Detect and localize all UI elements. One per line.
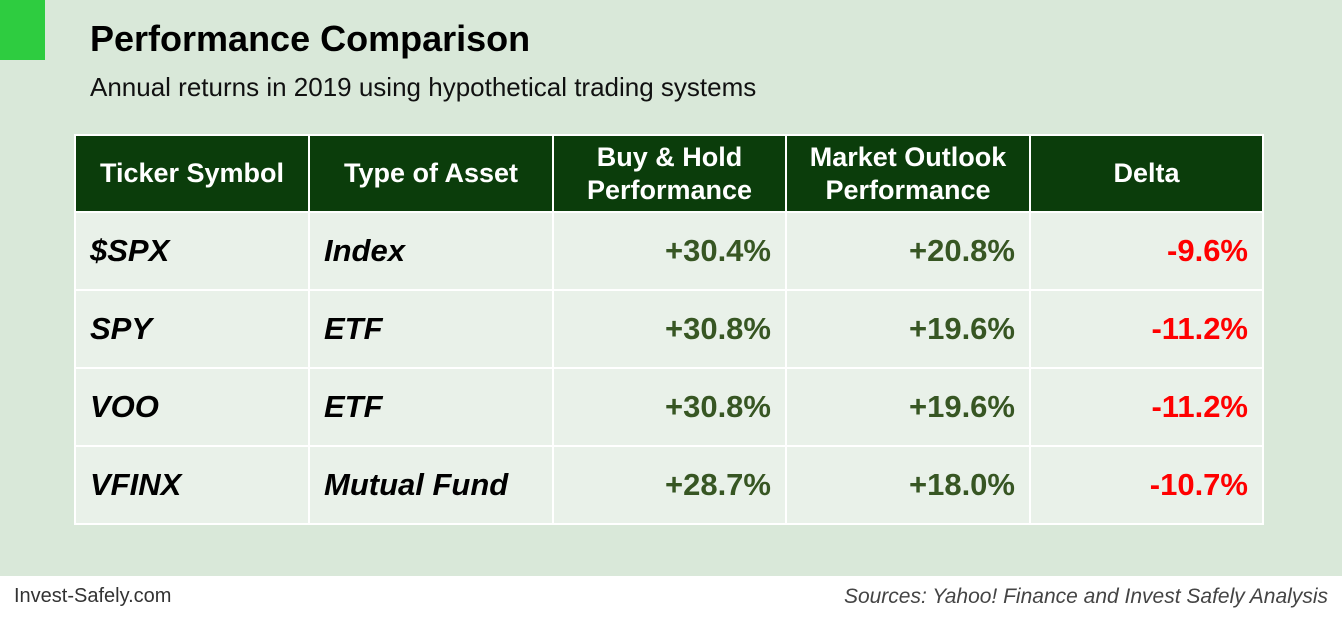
- column-header: Delta: [1029, 134, 1264, 213]
- accent-bar: [0, 0, 45, 60]
- buy-hold-cell: +30.4%: [552, 211, 787, 291]
- performance-table: Ticker Symbol Type of Asset Buy & Hold Pe…: [74, 134, 1264, 525]
- market-outlook-cell: +19.6%: [785, 367, 1031, 447]
- asset-type-cell: ETF: [308, 367, 554, 447]
- table-row: SPY ETF +30.8% +19.6% -11.2%: [74, 289, 1264, 369]
- table-header-row: Ticker Symbol Type of Asset Buy & Hold Pe…: [74, 134, 1264, 213]
- asset-type-cell: ETF: [308, 289, 554, 369]
- chart-title: Performance Comparison: [90, 18, 531, 59]
- delta-cell: -11.2%: [1029, 367, 1264, 447]
- ticker-cell: VFINX: [74, 445, 310, 525]
- buy-hold-cell: +28.7%: [552, 445, 787, 525]
- market-outlook-cell: +19.6%: [785, 289, 1031, 369]
- chart-subtitle: Annual returns in 2019 using hypothetica…: [90, 72, 757, 102]
- column-header: Buy & Hold Performance: [552, 134, 787, 213]
- delta-cell: -11.2%: [1029, 289, 1264, 369]
- buy-hold-cell: +30.8%: [552, 289, 787, 369]
- delta-cell: -10.7%: [1029, 445, 1264, 525]
- delta-cell: -9.6%: [1029, 211, 1264, 291]
- asset-type-cell: Mutual Fund: [308, 445, 554, 525]
- asset-type-cell: Index: [308, 211, 554, 291]
- ticker-cell: VOO: [74, 367, 310, 447]
- column-header: Type of Asset: [308, 134, 554, 213]
- buy-hold-cell: +30.8%: [552, 367, 787, 447]
- ticker-cell: SPY: [74, 289, 310, 369]
- table-row: VOO ETF +30.8% +19.6% -11.2%: [74, 367, 1264, 447]
- table-row: VFINX Mutual Fund +28.7% +18.0% -10.7%: [74, 445, 1264, 525]
- site-credit: Invest-Safely.com: [14, 585, 172, 607]
- table-row: $SPX Index +30.4% +20.8% -9.6%: [74, 211, 1264, 291]
- market-outlook-cell: +18.0%: [785, 445, 1031, 525]
- column-header: Ticker Symbol: [74, 134, 310, 213]
- ticker-cell: $SPX: [74, 211, 310, 291]
- column-header: Market Outlook Performance: [785, 134, 1031, 213]
- market-outlook-cell: +20.8%: [785, 211, 1031, 291]
- sources-note: Sources: Yahoo! Finance and Invest Safel…: [843, 585, 1328, 608]
